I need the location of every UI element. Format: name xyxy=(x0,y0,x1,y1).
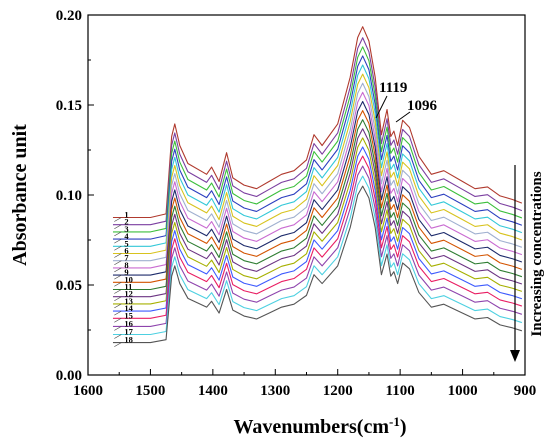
x-tick-label: 900 xyxy=(514,383,537,399)
series-line-2 xyxy=(112,37,523,226)
series-label-leader xyxy=(114,231,122,237)
concentration-note: Increasing concentrations xyxy=(529,171,545,336)
y-tick-label: 0.05 xyxy=(56,278,82,294)
series-label-leader xyxy=(114,260,122,265)
series-label-1: 1 xyxy=(124,210,128,220)
series-label-leader xyxy=(114,289,122,294)
y-tick-label: 0.00 xyxy=(56,368,82,384)
series-label-6: 6 xyxy=(124,246,128,256)
series-label-leader xyxy=(114,326,122,331)
series-label-12: 12 xyxy=(124,289,133,299)
x-tick-label: 1200 xyxy=(323,383,353,399)
series-line-6 xyxy=(112,73,523,255)
series-label-leader xyxy=(114,274,122,280)
series-label-18: 18 xyxy=(124,335,133,345)
series-label-9: 9 xyxy=(124,267,128,277)
annotation-1096: 1096 xyxy=(407,98,438,114)
series-line-8 xyxy=(112,91,523,269)
series-label-leader xyxy=(114,282,122,287)
series-label-14: 14 xyxy=(124,303,133,313)
series-line-14 xyxy=(112,146,523,312)
concentration-arrow-head xyxy=(510,350,520,362)
series-label-leader xyxy=(114,303,122,309)
y-tick-label: 0.20 xyxy=(56,8,82,24)
annotation-1119: 1119 xyxy=(379,80,407,96)
series-label-leader xyxy=(114,342,122,347)
series-label-17: 17 xyxy=(124,327,133,337)
series-line-3 xyxy=(112,46,523,233)
series-label-leader xyxy=(114,318,122,323)
annotation-1096-leader xyxy=(395,111,411,123)
series-line-13 xyxy=(112,137,523,305)
series-line-5 xyxy=(112,64,523,247)
series-line-12 xyxy=(112,128,523,298)
series-label-13: 13 xyxy=(124,296,133,306)
series-label-leader xyxy=(114,267,122,273)
series-group xyxy=(112,26,523,344)
series-label-3: 3 xyxy=(124,224,128,234)
series-line-1 xyxy=(112,26,523,219)
series-line-4 xyxy=(112,55,523,240)
series-label-leader xyxy=(114,296,122,301)
series-label-leader xyxy=(114,253,122,258)
x-axis-title-superscript: -1 xyxy=(389,414,400,429)
series-line-18 xyxy=(112,185,523,344)
series-line-15 xyxy=(112,155,523,319)
annotation-1119-leader xyxy=(375,95,388,119)
x-tick-label: 1300 xyxy=(260,383,290,399)
series-label-8: 8 xyxy=(124,260,128,270)
x-tick-label: 1500 xyxy=(135,383,165,399)
series-line-17 xyxy=(112,175,523,336)
series-label-leader xyxy=(114,246,122,251)
axes: 1600 1500 1400 1300 1200 1100 1000 900 0.00 0.05 0… xyxy=(56,8,537,399)
series-label-7: 7 xyxy=(124,253,129,263)
series-label-5: 5 xyxy=(124,238,128,248)
peak-annotations: 1119 1096 xyxy=(375,80,438,123)
x-axis-title-tail: ) xyxy=(400,416,407,438)
x-axis-title-main: Wavenumbers(cm xyxy=(233,416,389,438)
series-label-leader xyxy=(114,310,122,316)
series-label-10: 10 xyxy=(124,274,133,284)
series-label-leader xyxy=(114,334,122,339)
series-label-2: 2 xyxy=(124,217,128,227)
x-tick-label: 1000 xyxy=(448,383,478,399)
x-tick-label: 1400 xyxy=(198,383,228,399)
y-tick-label: 0.15 xyxy=(56,98,82,114)
series-line-7 xyxy=(112,82,523,262)
series-label-leader xyxy=(114,217,122,222)
series-line-11 xyxy=(112,119,523,291)
series-label-11: 11 xyxy=(124,282,132,292)
x-tick-label: 1100 xyxy=(386,383,415,399)
series-label-15: 15 xyxy=(124,310,133,320)
series-label-16: 16 xyxy=(124,318,133,328)
x-tick-label: 1600 xyxy=(73,383,103,399)
series-line-10 xyxy=(112,110,523,283)
series-label-leader xyxy=(114,238,122,244)
y-axis-title: Absorbance unit xyxy=(9,124,31,266)
x-axis-title: Wavenumbers(cm-1) xyxy=(233,414,406,439)
series-line-9 xyxy=(112,100,523,276)
series-label-4: 4 xyxy=(124,231,129,241)
series-line-16 xyxy=(112,165,523,327)
concentration-indicator: Increasing concentrations xyxy=(510,165,545,362)
y-tick-label: 0.10 xyxy=(56,188,82,204)
series-label-leader xyxy=(114,224,122,229)
